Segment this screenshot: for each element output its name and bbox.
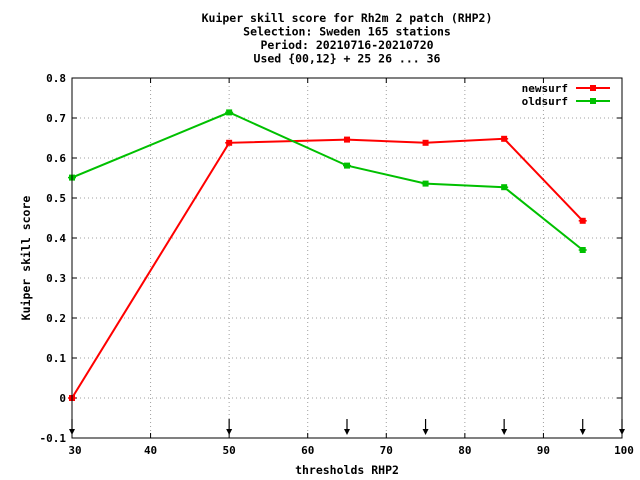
title-line-3: Period: 20210716-20210720 xyxy=(260,38,433,52)
down-arrow-icon xyxy=(579,419,586,435)
y-tick-label: 0.7 xyxy=(46,112,66,125)
x-axis-ticks: 30 40 50 60 70 80 90 100 xyxy=(68,78,634,457)
x-axis-label: thresholds RHP2 xyxy=(295,463,399,477)
legend-marker xyxy=(590,98,596,104)
x-tick-label: 100 xyxy=(614,444,634,457)
down-arrow-icon xyxy=(226,419,233,435)
y-tick-label: 0 xyxy=(59,392,66,405)
x-tick-label: 30 xyxy=(68,444,81,457)
title-line-4: Used {00,12} + 25 26 ... 36 xyxy=(254,52,441,66)
legend-marker xyxy=(590,85,596,91)
y-axis-ticks: -0.1 0 0.1 0.2 0.3 0.4 0.5 0.6 0.7 0.8 xyxy=(40,72,622,445)
x-tick-label: 50 xyxy=(223,444,236,457)
arrow-head xyxy=(579,429,586,435)
x-tick-label: 60 xyxy=(301,444,314,457)
legend-item-oldsurf: oldsurf xyxy=(522,95,610,108)
series-newsurf xyxy=(68,135,587,401)
y-tick-label: 0.1 xyxy=(46,352,66,365)
legend-label: oldsurf xyxy=(522,95,568,108)
x-tick-label: 90 xyxy=(537,444,550,457)
y-tick-label: 0.2 xyxy=(46,312,66,325)
x-tick-label: 70 xyxy=(380,444,393,457)
y-axis-label: Kuiper skill score xyxy=(19,196,33,321)
arrow-head xyxy=(226,429,233,435)
plot-frame xyxy=(71,77,623,439)
x-tick-label: 80 xyxy=(458,444,471,457)
y-tick-label: -0.1 xyxy=(40,432,67,445)
data-series xyxy=(68,109,587,401)
series-line-newsurf xyxy=(71,137,584,399)
x-tick-label: 40 xyxy=(144,444,157,457)
threshold-arrow-markers xyxy=(69,419,625,435)
down-arrow-icon xyxy=(344,419,350,435)
arrow-head xyxy=(422,429,429,435)
title-line-2: Selection: Sweden 165 stations xyxy=(243,25,451,39)
legend-item-newsurf: newsurf xyxy=(522,82,610,95)
y-tick-label: 0.5 xyxy=(46,192,66,205)
y-tick-label: 0.4 xyxy=(46,232,66,245)
series-oldsurf xyxy=(68,109,587,253)
down-arrow-icon xyxy=(422,419,429,435)
series-line-oldsurf xyxy=(71,111,584,251)
title-line-1: Kuiper skill score for Rh2m 2 patch (RHP… xyxy=(202,11,493,25)
legend-label: newsurf xyxy=(522,82,568,95)
y-tick-label: 0.3 xyxy=(46,272,66,285)
arrow-head xyxy=(344,429,350,435)
down-arrow-icon xyxy=(501,419,508,435)
y-tick-label: 0.8 xyxy=(46,72,66,85)
y-tick-label: 0.6 xyxy=(46,152,66,165)
grid-lines xyxy=(72,78,622,438)
arrow-head xyxy=(501,429,508,435)
chart-title: Kuiper skill score for Rh2m 2 patch (RHP… xyxy=(202,11,493,66)
